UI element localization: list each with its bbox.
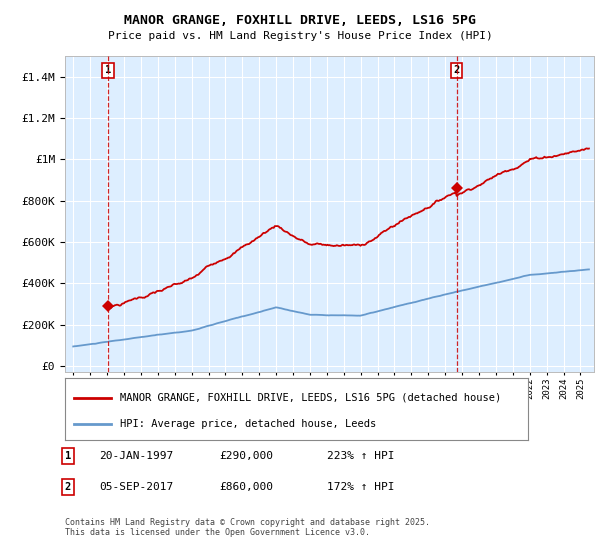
Text: 1: 1 [65, 451, 71, 461]
Text: 172% ↑ HPI: 172% ↑ HPI [327, 482, 395, 492]
Text: Contains HM Land Registry data © Crown copyright and database right 2025.
This d: Contains HM Land Registry data © Crown c… [65, 518, 430, 538]
Text: £290,000: £290,000 [219, 451, 273, 461]
Text: HPI: Average price, detached house, Leeds: HPI: Average price, detached house, Leed… [121, 419, 377, 429]
Text: 2: 2 [65, 482, 71, 492]
Text: 05-SEP-2017: 05-SEP-2017 [99, 482, 173, 492]
Text: 223% ↑ HPI: 223% ↑ HPI [327, 451, 395, 461]
Text: 1: 1 [105, 66, 111, 76]
Text: 2: 2 [454, 66, 460, 76]
Text: MANOR GRANGE, FOXHILL DRIVE, LEEDS, LS16 5PG: MANOR GRANGE, FOXHILL DRIVE, LEEDS, LS16… [124, 14, 476, 27]
Text: MANOR GRANGE, FOXHILL DRIVE, LEEDS, LS16 5PG (detached house): MANOR GRANGE, FOXHILL DRIVE, LEEDS, LS16… [121, 393, 502, 403]
Text: 20-JAN-1997: 20-JAN-1997 [99, 451, 173, 461]
Text: £860,000: £860,000 [219, 482, 273, 492]
Text: Price paid vs. HM Land Registry's House Price Index (HPI): Price paid vs. HM Land Registry's House … [107, 31, 493, 41]
